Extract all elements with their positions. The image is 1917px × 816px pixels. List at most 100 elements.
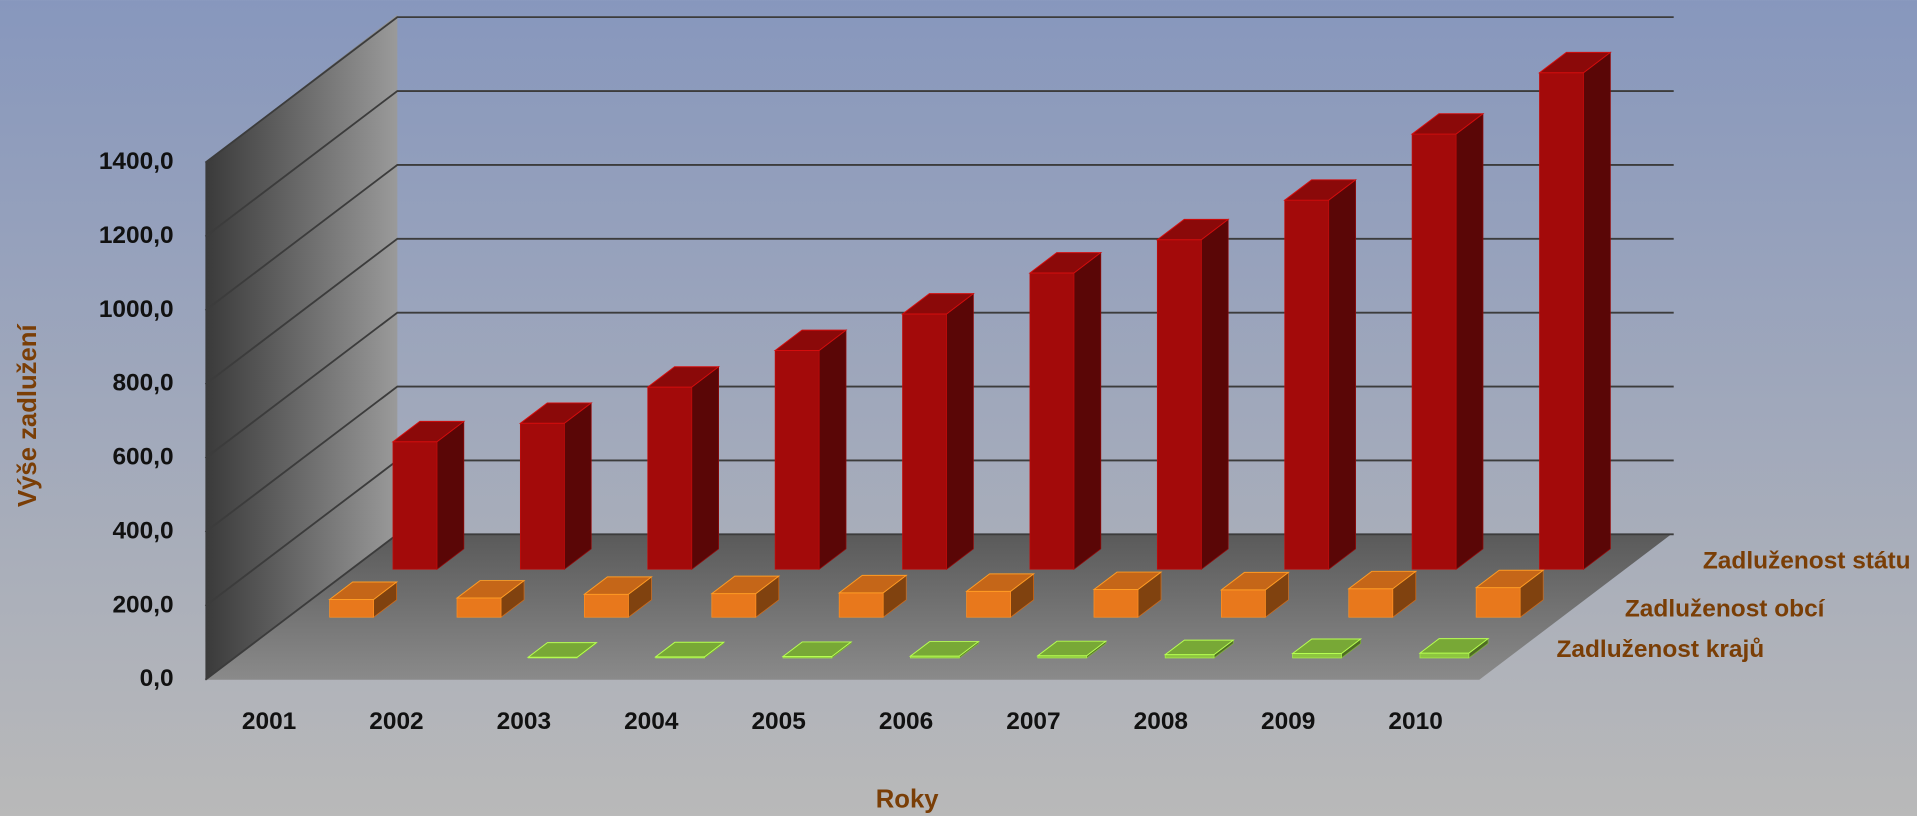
bar-top xyxy=(908,641,980,657)
y-tick-label: 1200,0 xyxy=(99,222,174,249)
bar-front xyxy=(1093,589,1139,618)
bar xyxy=(1347,570,1418,618)
bar xyxy=(1219,571,1290,618)
y-tick-label: 200,0 xyxy=(112,591,173,618)
bar xyxy=(773,329,848,570)
bar-top xyxy=(455,580,526,599)
bar xyxy=(908,640,980,659)
y-tick-label: 1000,0 xyxy=(99,296,174,323)
y-tick-label: 600,0 xyxy=(112,444,173,471)
y-tick-label: 400,0 xyxy=(112,517,173,544)
bar xyxy=(1283,179,1358,570)
x-axis-title: Roky xyxy=(876,786,939,814)
bar-top xyxy=(901,293,975,315)
x-tick-label: 2004 xyxy=(624,708,679,735)
legend-label: Zadluženost státu xyxy=(1703,547,1911,574)
x-tick-label: 2007 xyxy=(1006,708,1060,735)
bar-front xyxy=(1539,72,1584,570)
x-tick-label: 2010 xyxy=(1388,708,1442,735)
bar xyxy=(781,641,853,659)
bar-top xyxy=(965,573,1036,592)
bar xyxy=(646,365,721,570)
bar-top xyxy=(1474,569,1545,589)
bar-top xyxy=(1538,51,1612,74)
y-tick-label: 1400,0 xyxy=(99,148,174,175)
x-tick-label: 2009 xyxy=(1261,708,1315,735)
bar-front xyxy=(1220,589,1266,618)
bar-front xyxy=(711,593,757,618)
bar xyxy=(1418,637,1490,659)
bar-top xyxy=(526,642,598,658)
bar-top xyxy=(328,581,399,600)
bar-top xyxy=(1283,179,1358,201)
bar-side xyxy=(1455,112,1484,570)
bar-side xyxy=(946,292,974,570)
y-tick-label: 800,0 xyxy=(112,370,173,397)
bar-front xyxy=(838,592,884,618)
legend-label: Zadluženost obcí xyxy=(1625,595,1826,622)
bar-top xyxy=(1163,639,1235,656)
bar-front xyxy=(966,590,1011,618)
bar-front xyxy=(584,593,629,618)
bar-front xyxy=(1284,199,1330,570)
side-wall xyxy=(205,14,398,680)
bar-front xyxy=(1164,654,1215,659)
bar-front xyxy=(647,386,693,570)
bar-front xyxy=(1348,588,1394,618)
bar xyxy=(328,581,399,618)
bar xyxy=(1163,639,1235,659)
bar-top xyxy=(1347,570,1418,590)
bar xyxy=(391,420,466,570)
bar-side xyxy=(1583,51,1611,570)
bar xyxy=(1410,112,1485,570)
bar-side xyxy=(818,329,847,570)
x-tick-label: 2008 xyxy=(1134,708,1188,735)
bar-front xyxy=(1029,272,1075,570)
bar-top xyxy=(582,576,653,595)
bar xyxy=(518,402,593,570)
bar xyxy=(526,641,598,659)
bar-top xyxy=(646,366,721,388)
x-tick-label: 2006 xyxy=(879,708,933,735)
bar-side xyxy=(691,365,719,570)
bar xyxy=(1474,569,1545,618)
bar-top xyxy=(1028,252,1103,274)
bar-top xyxy=(710,575,781,595)
grid-line xyxy=(204,385,1674,533)
bar xyxy=(965,573,1036,618)
bar xyxy=(582,576,653,618)
bar-front xyxy=(329,599,374,618)
bar xyxy=(654,641,726,659)
bar-top xyxy=(654,641,726,658)
bar-side xyxy=(1073,251,1102,570)
bar-front xyxy=(1292,653,1342,659)
bar-front xyxy=(902,313,947,570)
bar-top xyxy=(1291,638,1363,655)
bar-front xyxy=(519,422,565,570)
bar-top xyxy=(391,420,466,443)
bar-side xyxy=(1328,179,1356,570)
bar xyxy=(1538,51,1612,570)
bar-side xyxy=(436,420,465,570)
bar-top xyxy=(1155,218,1230,241)
x-tick-label: 2005 xyxy=(751,708,805,735)
bar-front xyxy=(1419,652,1470,659)
bar xyxy=(901,292,975,570)
bar xyxy=(710,575,781,618)
bar-top xyxy=(1036,640,1108,657)
bar-top xyxy=(1092,571,1163,591)
grid-line xyxy=(204,16,1674,164)
bar-top xyxy=(837,574,908,594)
bar-top xyxy=(518,402,593,424)
bar-top xyxy=(1219,571,1290,591)
bar xyxy=(1036,640,1108,659)
bar-side xyxy=(563,402,592,570)
bar xyxy=(1028,251,1103,570)
bar-front xyxy=(1411,133,1457,570)
x-tick-label: 2001 xyxy=(242,708,296,735)
bar-top xyxy=(1418,638,1490,654)
x-tick-label: 2003 xyxy=(497,708,551,735)
legend-label: Zadluženost krajů xyxy=(1556,636,1764,663)
bar-front xyxy=(392,441,438,570)
